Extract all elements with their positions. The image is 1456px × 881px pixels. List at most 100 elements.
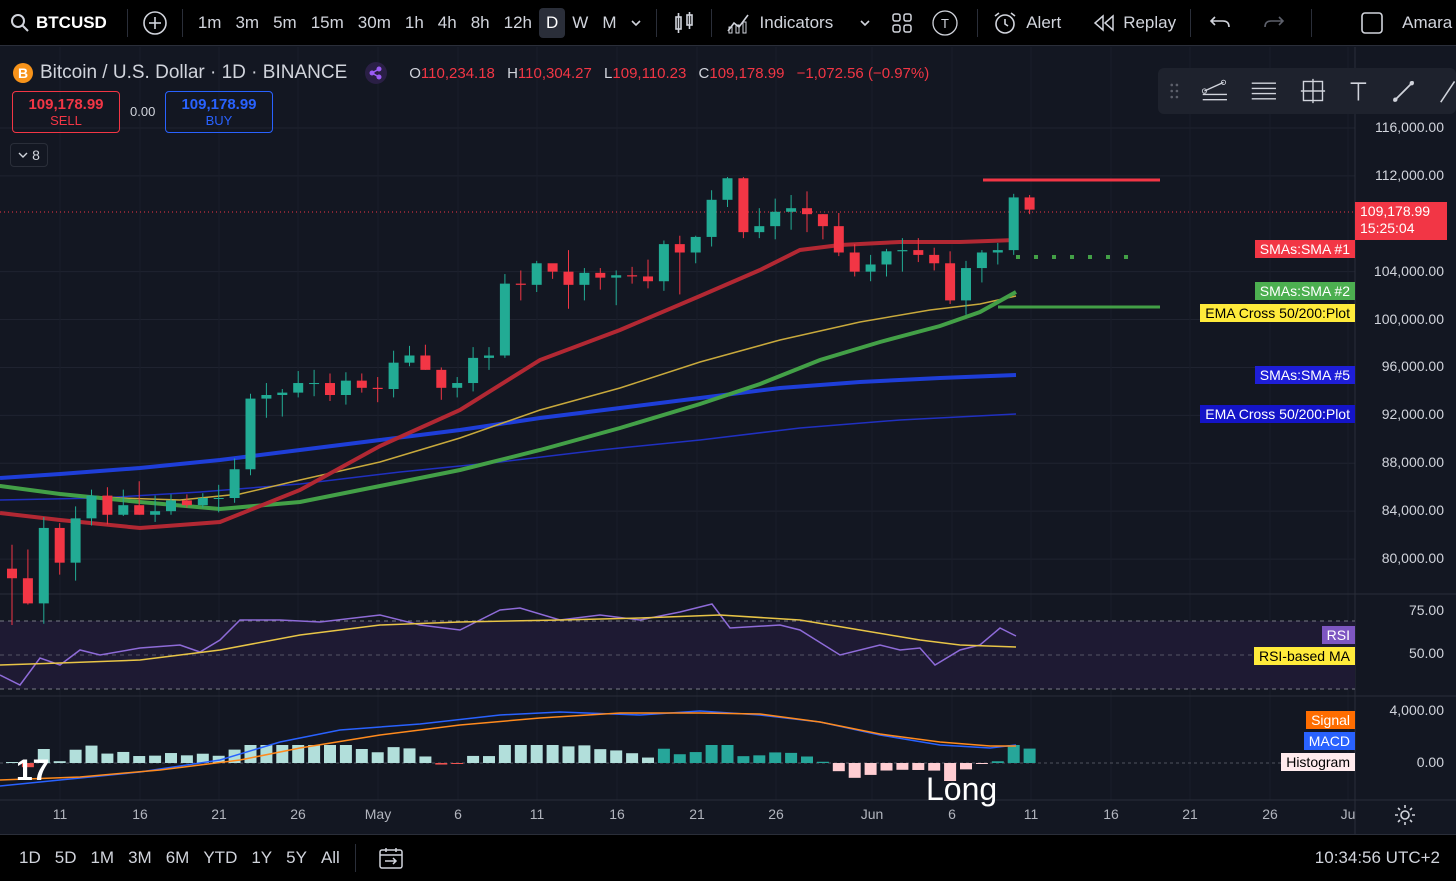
candle	[293, 371, 304, 398]
histogram-bar	[578, 745, 591, 763]
date-axis-label: 11	[1023, 806, 1039, 822]
high-key: H	[507, 64, 518, 82]
histogram-bar	[642, 757, 654, 763]
redo-button[interactable]	[1253, 0, 1295, 45]
high-value: 110,304.27	[517, 64, 592, 82]
histogram-bar	[498, 745, 511, 763]
indicators-toggle[interactable]: 8	[10, 143, 48, 167]
alert-button[interactable]: Alert	[986, 0, 1067, 45]
timeframe-3m[interactable]: 3m	[235, 12, 260, 32]
histogram-bar	[626, 753, 639, 763]
range-3m[interactable]: 3M	[128, 848, 152, 867]
chart-canvas[interactable]: 17 Long	[0, 47, 1456, 834]
trend-line-tool-icon[interactable]	[1201, 77, 1229, 105]
indicators-button[interactable]: Indicators	[720, 0, 840, 45]
range-1d[interactable]: 1D	[19, 848, 41, 867]
indicators-icon	[726, 14, 749, 33]
histogram-bar	[324, 745, 336, 763]
timeframe-w[interactable]: W	[572, 12, 589, 32]
layouts-button[interactable]	[883, 0, 921, 45]
candle	[897, 238, 908, 272]
date-axis-label: 6	[454, 806, 462, 822]
histogram-bar	[467, 755, 480, 763]
range-ytd[interactable]: YTD	[203, 848, 238, 867]
layout-checkbox[interactable]	[1354, 0, 1390, 45]
indicators-dropdown[interactable]	[839, 0, 883, 45]
candle	[388, 350, 399, 398]
histogram-bar	[657, 748, 670, 763]
histogram-bar	[37, 749, 50, 763]
chart-area[interactable]: 17 Long B Bitcoin / U.S. Dollar · 1D · B…	[0, 47, 1456, 834]
candle	[531, 260, 542, 293]
user-menu[interactable]: Amara	[1390, 0, 1452, 45]
histogram-bar	[483, 756, 495, 763]
text-tool-icon[interactable]	[1348, 78, 1369, 104]
date-range-icon[interactable]	[378, 846, 404, 870]
histogram-bar	[594, 749, 607, 763]
range-5d[interactable]: 5D	[54, 848, 77, 867]
drag-handle-icon[interactable]	[1170, 81, 1179, 101]
timeframe-5m[interactable]: 5m	[273, 12, 297, 32]
range-1y[interactable]: 1Y	[251, 848, 273, 867]
candle	[484, 347, 494, 370]
timeframe-1h[interactable]: 1h	[404, 12, 424, 32]
timeframe-dropdown[interactable]	[624, 0, 648, 45]
histogram-bar	[101, 753, 114, 763]
range-1m[interactable]: 1M	[90, 848, 115, 867]
histogram-bar	[991, 761, 1004, 763]
chart-type-button[interactable]	[665, 0, 703, 45]
spread-value: 0.00	[130, 104, 156, 119]
symbol-search[interactable]: BTCUSD	[0, 0, 107, 45]
candle	[961, 260, 971, 315]
templates-button[interactable]: T	[921, 0, 969, 45]
low-key: L	[604, 64, 613, 82]
histogram-bar	[435, 763, 448, 765]
brush-tool-icon[interactable]	[1391, 76, 1417, 106]
candle	[166, 494, 176, 515]
candle	[992, 242, 1003, 265]
compare-button[interactable]	[136, 0, 174, 45]
date-axis-label: 11	[529, 806, 545, 822]
measure-tool-icon[interactable]	[1300, 76, 1326, 106]
pencil-tool-icon[interactable]	[1439, 76, 1456, 106]
timeframe-30m[interactable]: 30m	[357, 12, 391, 32]
date-axis-label: 21	[211, 806, 227, 822]
sell-button[interactable]: 109,178.99 SELL	[12, 91, 120, 133]
rsi-label: RSI	[1321, 626, 1355, 644]
ohlc-values: O110,234.18 H110,304.27 L109,110.23 C109…	[409, 65, 929, 82]
timeframe-d[interactable]: D	[539, 7, 566, 38]
chevron-down-icon	[630, 19, 641, 26]
undo-icon	[1209, 15, 1230, 27]
clock[interactable]: 10:34:56 UTC+2	[1314, 848, 1440, 867]
timeframe-m[interactable]: M	[602, 12, 617, 32]
timeframe-1m[interactable]: 1m	[197, 12, 222, 32]
timeframe-4h[interactable]: 4h	[437, 12, 457, 32]
indicator-count: 8	[32, 147, 40, 163]
candle	[54, 523, 65, 575]
candle	[309, 369, 320, 397]
timeframe-15m[interactable]: 15m	[310, 12, 344, 32]
replay-label: Replay	[1123, 12, 1177, 32]
symbol-legend[interactable]: B Bitcoin / U.S. Dollar · 1D · BINANCE O…	[12, 60, 929, 86]
settings-gear-icon[interactable]	[1394, 804, 1416, 826]
candle	[627, 266, 638, 284]
svg-text:B: B	[18, 65, 28, 81]
low-value: 109,110.23	[612, 64, 687, 82]
candle	[945, 251, 956, 304]
date-axis-label: 26	[290, 806, 306, 822]
fib-tool-icon[interactable]	[1250, 78, 1278, 104]
range-all[interactable]: All	[320, 848, 340, 867]
replay-button[interactable]: Replay	[1087, 0, 1182, 45]
range-6m[interactable]: 6M	[165, 848, 190, 867]
range-5y[interactable]: 5Y	[286, 848, 307, 867]
date-axis-label: 26	[768, 806, 784, 822]
change-value: −1,072.56 (−0.97%)	[796, 64, 930, 82]
histogram-bar	[944, 763, 957, 781]
histogram-bar	[1007, 745, 1020, 763]
data-source-icon[interactable]	[363, 60, 389, 86]
timeframe-12h[interactable]: 12h	[503, 12, 533, 32]
timeframe-8h[interactable]: 8h	[470, 12, 490, 32]
undo-button[interactable]	[1199, 0, 1241, 45]
histogram-bar	[546, 745, 559, 763]
buy-button[interactable]: 109,178.99 BUY	[165, 91, 273, 133]
